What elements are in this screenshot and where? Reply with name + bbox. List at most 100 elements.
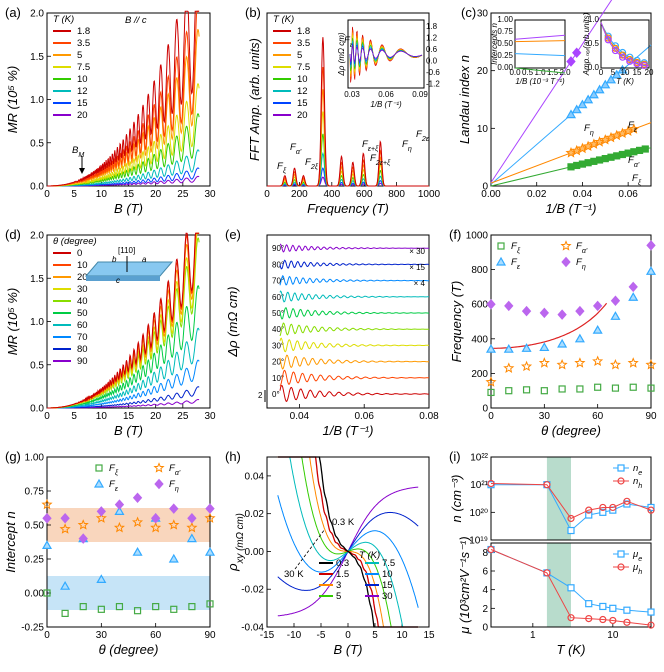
panel-c-point bbox=[600, 79, 611, 89]
panel-b-inset-ytick-label: 0.6 bbox=[426, 45, 438, 54]
panel-f-point-F_ξ bbox=[629, 383, 637, 391]
panel-e-series-80° bbox=[279, 259, 429, 270]
panel-f-xtick-label: 0 bbox=[488, 411, 494, 422]
panel-c-point bbox=[571, 104, 582, 114]
panel-g-legend-item: Fη bbox=[169, 479, 179, 493]
panel-g-point-F_η bbox=[150, 512, 161, 524]
panel-c-point bbox=[567, 163, 575, 171]
panel-b-label: (b) bbox=[245, 5, 261, 20]
panel-i-xtick-label: 1 bbox=[530, 630, 536, 641]
panel-b-xtick-label: 600 bbox=[356, 189, 373, 200]
panel-i-bottom-ylabel: μ (10³cm²V⁻¹s⁻¹) bbox=[457, 536, 472, 634]
panel-g-point-F_α' bbox=[168, 519, 180, 530]
panel-h-xtick-label: -5 bbox=[317, 630, 326, 641]
panel-e-multiplier: × 4 bbox=[414, 279, 426, 288]
panel-g-label: (g) bbox=[5, 449, 21, 464]
panel-c-xtick-label: 0.02 bbox=[527, 189, 547, 200]
panel-g-point-F_α' bbox=[95, 512, 107, 523]
panel-f-ytick-label: 400 bbox=[471, 334, 488, 345]
panel-f-point-F_ξ bbox=[487, 388, 495, 397]
panel-b-peak-label: F2ε bbox=[416, 129, 430, 143]
panel-i-bottom-point bbox=[647, 621, 655, 629]
panel-f-xtick-label: 30 bbox=[539, 411, 551, 422]
panel-f-point-F_η bbox=[646, 240, 656, 251]
panel-i-legend-marker bbox=[617, 563, 625, 571]
panel-c-inset1-ytick-label: 0.50 bbox=[497, 39, 513, 48]
panel-i-bottom-point bbox=[585, 614, 593, 623]
panel-d-ylabel: MR (10⁵ %) bbox=[5, 288, 20, 356]
panel-g-point-F_α' bbox=[204, 512, 216, 523]
panel-a-xtick-label: 30 bbox=[204, 189, 216, 200]
panel-b-inset-xtick-label: 0.03 bbox=[344, 90, 360, 99]
panel-c-ytick-label: 30 bbox=[477, 9, 489, 20]
panel-b-inset-ytick-label: 1.8 bbox=[426, 22, 438, 31]
panel-e-scale-label: 2 bbox=[258, 391, 263, 400]
panel-c-xlabel: 1/B (T⁻¹) bbox=[546, 201, 597, 216]
panel-d-legend-item: 30 bbox=[77, 284, 88, 295]
panel-h-ytick-label: -0.04 bbox=[241, 623, 264, 634]
panel-b-legend-item: 3.5 bbox=[297, 38, 310, 49]
panel-d-ytick-label: 0.5 bbox=[30, 360, 44, 371]
panel-d-legend-item: 90 bbox=[77, 356, 88, 367]
panel-c-point bbox=[565, 109, 577, 119]
panel-i-top-ytick-label: 10²⁰ bbox=[470, 508, 488, 519]
panel-i-bottom-ytick-label: 2 bbox=[482, 604, 488, 615]
panel-g-ytick-label: 0.50 bbox=[25, 521, 45, 532]
panel-b-peak-label: Fη bbox=[402, 139, 412, 153]
panel-d: 0 5 10 15 20 25 30 0.0 0.5 1.0 1.5 2.0 B (T) MR (10⁵ … bbox=[5, 227, 216, 438]
panel-g-ytick-label: -0.25 bbox=[21, 623, 44, 634]
panel-e-angle-label: 20° bbox=[272, 358, 284, 367]
panel-b-xlabel: Frequency (T) bbox=[307, 201, 389, 216]
panel-f-point-F_ξ bbox=[522, 386, 531, 394]
panel-a-legend-item: 3.5 bbox=[77, 38, 90, 49]
panel-d-legend-item: 20 bbox=[77, 272, 88, 283]
panel-d-series-80 bbox=[47, 386, 200, 409]
panel-d-xtick-label: 30 bbox=[204, 411, 216, 422]
panel-f-point-F_η bbox=[486, 298, 496, 310]
panel-a-annotation: BM bbox=[72, 145, 84, 159]
panel-c-inset1-frame bbox=[514, 19, 566, 69]
panel-b-inset-xtick-label: 0.09 bbox=[412, 90, 428, 99]
panel-c-series-label: Fξ bbox=[632, 173, 642, 187]
panel-f-legend-marker bbox=[560, 240, 572, 251]
panel-i-top-point bbox=[567, 514, 575, 523]
panel-g-point-F_α' bbox=[113, 521, 125, 533]
panel-f: 0 30 60 90 0 200 400 600 800 1000 θ (degree) Freque… bbox=[449, 227, 657, 438]
panel-i-top-point bbox=[623, 497, 631, 505]
panel-a-ytick-label: 0.5 bbox=[30, 138, 44, 149]
panel-i-top-point bbox=[487, 479, 495, 488]
panel-c-point bbox=[607, 153, 615, 161]
panel-g-point-F_ξ bbox=[97, 605, 105, 613]
panel-d-xtick-label: 0 bbox=[44, 411, 50, 422]
panel-d-legend-item: 60 bbox=[77, 320, 88, 331]
panel-a-xtick-label: 0 bbox=[44, 189, 50, 200]
panel-h-annotation: 0.3 K bbox=[332, 517, 355, 528]
panel-g-point-F_ε bbox=[96, 574, 107, 584]
panel-h-ytick-label: 0.02 bbox=[245, 509, 265, 520]
panel-f-point-F_α' bbox=[485, 376, 497, 387]
panel-f-point-F_ξ bbox=[505, 387, 513, 395]
panel-d-legend-item: 40 bbox=[77, 296, 88, 307]
panel-e-angle-label: 70° bbox=[272, 277, 284, 286]
panel-h-xlabel: B (T) bbox=[334, 642, 363, 657]
panel-d-ytick-label: 0.0 bbox=[30, 404, 44, 415]
panel-b-legend-item: 5 bbox=[297, 50, 302, 61]
panel-a-legend-item: 1.8 bbox=[77, 26, 90, 37]
panel-g-point-F_ξ bbox=[79, 602, 87, 611]
panel-d-legend-item: 80 bbox=[77, 344, 88, 355]
panel-d-xtick-label: 20 bbox=[150, 411, 162, 422]
panel-f-ytick-label: 800 bbox=[471, 265, 488, 276]
panel-f-point-F_ξ bbox=[540, 387, 548, 395]
panel-c-frame bbox=[490, 12, 652, 187]
panel-h-legend-title: T (K) bbox=[359, 550, 380, 561]
panel-g-point-F_ε bbox=[114, 506, 125, 516]
panel-a-ytick-label: 1.0 bbox=[30, 95, 44, 106]
panel-i-bottom-point bbox=[487, 545, 495, 554]
panel-g-point-F_ε bbox=[60, 580, 71, 590]
panel-h-arrow bbox=[294, 528, 326, 570]
panel-e-series-50° bbox=[279, 307, 429, 320]
panel-i-xtick-label: 10 bbox=[607, 630, 619, 641]
panel-g-ytick-label: 0.00 bbox=[25, 589, 45, 600]
panel-h-xtick-label: 15 bbox=[423, 630, 435, 641]
panel-i-bottom-point bbox=[647, 608, 655, 616]
